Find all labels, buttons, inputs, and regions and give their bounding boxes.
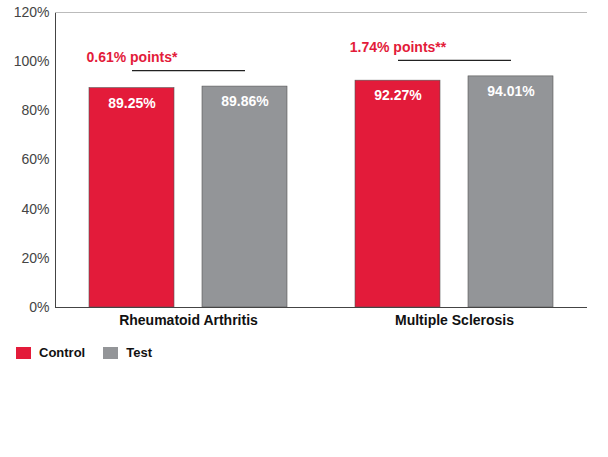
svg-text:40%: 40% [21, 201, 49, 217]
svg-text:Multiple Sclerosis: Multiple Sclerosis [395, 312, 514, 328]
svg-text:100%: 100% [14, 53, 50, 69]
svg-text:94.01%: 94.01% [487, 83, 535, 99]
svg-text:0%: 0% [29, 299, 49, 315]
svg-text:89.25%: 89.25% [108, 95, 156, 111]
svg-text:1.74% points**: 1.74% points** [350, 39, 447, 55]
svg-text:92.27%: 92.27% [374, 87, 422, 103]
svg-text:20%: 20% [21, 250, 49, 266]
html-text:Test: Test [126, 345, 152, 360]
svg-text:0.61% points*: 0.61% points* [86, 49, 178, 65]
svg-text:80%: 80% [21, 102, 49, 118]
html-text:Control: Control [39, 345, 86, 360]
svg-text:120%: 120% [14, 4, 50, 20]
svg-text:Rheumatoid Arthritis: Rheumatoid Arthritis [119, 312, 258, 328]
svg-text:60%: 60% [21, 151, 49, 167]
svg-text:89.86%: 89.86% [221, 93, 269, 109]
